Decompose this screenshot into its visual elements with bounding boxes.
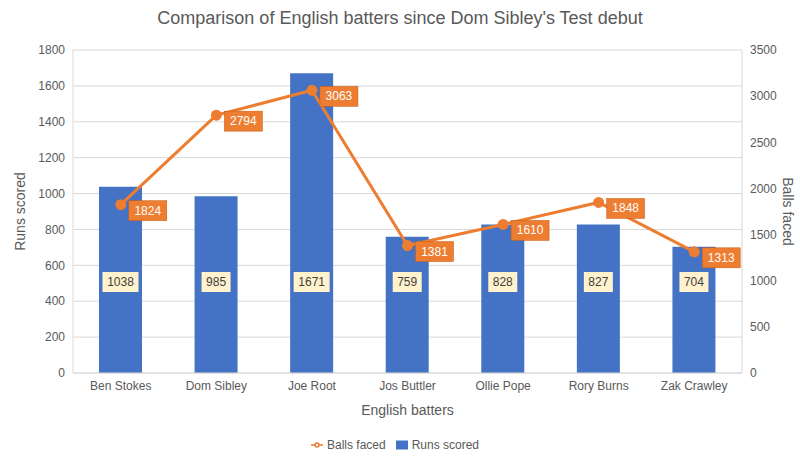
svg-text:759: 759	[397, 275, 417, 289]
svg-text:1610: 1610	[517, 223, 544, 237]
svg-text:3000: 3000	[750, 89, 777, 103]
svg-text:704: 704	[684, 275, 704, 289]
svg-text:Rory Burns: Rory Burns	[569, 379, 629, 393]
svg-text:827: 827	[588, 275, 608, 289]
svg-text:1000: 1000	[38, 187, 65, 201]
svg-text:800: 800	[45, 223, 65, 237]
svg-text:1500: 1500	[750, 228, 777, 242]
svg-text:Ollie Pope: Ollie Pope	[475, 379, 531, 393]
svg-text:Runs scored: Runs scored	[12, 172, 28, 251]
svg-text:2000: 2000	[750, 182, 777, 196]
svg-text:1381: 1381	[421, 245, 448, 259]
svg-text:200: 200	[45, 330, 65, 344]
svg-text:Balls faced: Balls faced	[780, 177, 792, 245]
svg-text:2794: 2794	[230, 114, 257, 128]
svg-text:0: 0	[750, 366, 757, 380]
html-text:Balls faced: Balls faced	[327, 438, 386, 452]
svg-text:Dom Sibley: Dom Sibley	[186, 379, 247, 393]
svg-text:1824: 1824	[134, 204, 161, 218]
svg-text:0: 0	[58, 366, 65, 380]
svg-text:600: 600	[45, 259, 65, 273]
svg-text:1800: 1800	[38, 43, 65, 57]
svg-text:3500: 3500	[750, 43, 777, 57]
svg-text:1038: 1038	[107, 275, 134, 289]
svg-text:500: 500	[750, 320, 770, 334]
svg-text:828: 828	[493, 275, 513, 289]
svg-text:985: 985	[206, 275, 226, 289]
svg-text:Zak Crawley: Zak Crawley	[661, 379, 728, 393]
svg-text:1400: 1400	[38, 115, 65, 129]
svg-text:400: 400	[45, 294, 65, 308]
svg-text:English batters: English batters	[361, 402, 454, 418]
svg-text:Joe Root: Joe Root	[288, 379, 337, 393]
svg-text:1600: 1600	[38, 79, 65, 93]
svg-text:Jos Buttler: Jos Buttler	[379, 379, 436, 393]
svg-text:1313: 1313	[708, 251, 735, 265]
svg-text:1671: 1671	[298, 275, 325, 289]
svg-text:1000: 1000	[750, 274, 777, 288]
svg-text:Ben Stokes: Ben Stokes	[90, 379, 151, 393]
html-text:Comparison of English batters: Comparison of English batters since Dom …	[157, 8, 643, 28]
html-text:Runs scored: Runs scored	[411, 438, 479, 452]
svg-text:1200: 1200	[38, 151, 65, 165]
svg-text:3063: 3063	[326, 89, 353, 103]
svg-text:2500: 2500	[750, 136, 777, 150]
svg-text:1848: 1848	[612, 201, 639, 215]
